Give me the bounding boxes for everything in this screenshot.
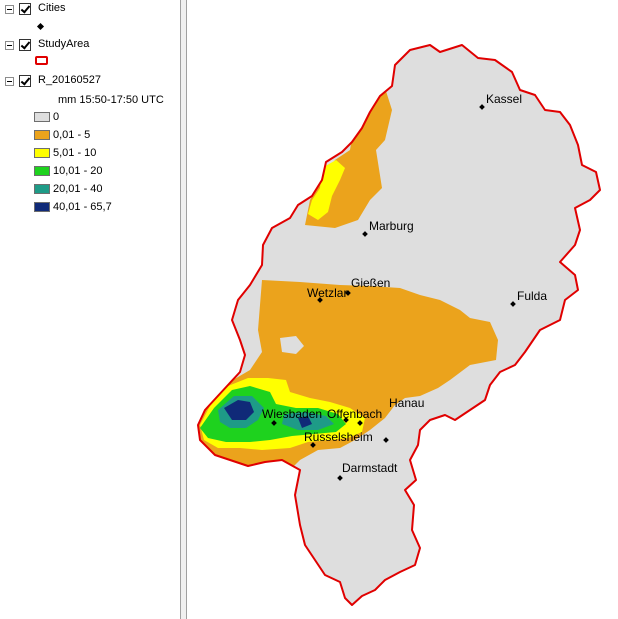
city-marburg[interactable]: Marburg xyxy=(362,219,414,237)
city-hanau[interactable]: Hanau xyxy=(383,396,424,443)
city-point-icon xyxy=(317,297,323,303)
studyarea-outline-symbol xyxy=(35,56,48,65)
city-label: Wetzlar xyxy=(307,286,347,300)
city-point-icon xyxy=(362,231,368,237)
layer-studyarea[interactable]: StudyArea xyxy=(0,38,180,54)
city-point-symbol xyxy=(36,22,45,31)
legend-label: 40,01 - 65,7 xyxy=(53,201,112,213)
raster-field-label: mm 15:50-17:50 UTC xyxy=(58,94,164,106)
layer-name[interactable]: R_20160527 xyxy=(38,74,102,86)
city-label: Darmstadt xyxy=(342,461,398,475)
layer-visibility-checkbox[interactable] xyxy=(19,39,31,51)
rain-class-40-65 xyxy=(224,400,254,420)
city-offenbach[interactable]: Offenbach xyxy=(327,407,382,423)
map-view[interactable]: Kassel Marburg Gießen Wetzlar Fulda Hana… xyxy=(187,0,618,619)
city-point-icon xyxy=(310,442,316,448)
rainfall-raster xyxy=(198,88,498,470)
legend-label: 0 xyxy=(53,111,60,123)
city-label: Wiesbaden xyxy=(262,407,322,421)
city-label: Rüsselsheim xyxy=(304,430,373,444)
layer-visibility-checkbox[interactable] xyxy=(19,3,31,15)
layer-rainfall-raster[interactable]: R_20160527 xyxy=(0,74,180,90)
table-of-contents: Cities StudyArea R_20160527 mm 15:50-17:… xyxy=(0,0,180,619)
city-label: Hanau xyxy=(389,396,424,410)
city-label: Fulda xyxy=(517,289,547,303)
legend-swatch xyxy=(34,202,50,212)
legend-class: 40,01 - 65,7 xyxy=(34,201,174,214)
legend-label: 20,01 - 40 xyxy=(53,183,103,195)
city-wetzlar[interactable]: Wetzlar xyxy=(307,286,347,303)
layer-name[interactable]: StudyArea xyxy=(38,38,90,50)
legend-swatch xyxy=(34,112,50,122)
rain-class-0-hole xyxy=(280,336,304,354)
legend-label: 10,01 - 20 xyxy=(53,165,103,177)
legend-class: 0,01 - 5 xyxy=(34,129,174,142)
legend-label: 5,01 - 10 xyxy=(53,147,97,159)
collapse-toggle[interactable] xyxy=(5,77,14,86)
city-giessen[interactable]: Gießen xyxy=(345,276,390,296)
layer-name[interactable]: Cities xyxy=(38,2,66,14)
legend-swatch xyxy=(34,148,50,158)
city-ruesselsheim[interactable]: Rüsselsheim xyxy=(304,430,373,448)
city-point-icon xyxy=(345,290,351,296)
legend-class: 20,01 - 40 xyxy=(34,183,174,196)
city-label: Offenbach xyxy=(327,407,382,421)
city-label: Kassel xyxy=(486,92,522,106)
legend-class: 5,01 - 10 xyxy=(34,147,174,160)
legend-class: 10,01 - 20 xyxy=(34,165,174,178)
city-point-icon xyxy=(479,104,485,110)
city-label: Gießen xyxy=(351,276,390,290)
legend-label: 0,01 - 5 xyxy=(53,129,91,141)
city-wiesbaden[interactable]: Wiesbaden xyxy=(262,407,322,426)
legend-swatch xyxy=(34,166,50,176)
layer-visibility-checkbox[interactable] xyxy=(19,75,31,87)
city-point-icon xyxy=(383,437,389,443)
city-fulda[interactable]: Fulda xyxy=(510,289,547,307)
legend-swatch xyxy=(34,130,50,140)
collapse-toggle[interactable] xyxy=(5,5,14,14)
map-canvas[interactable]: Kassel Marburg Gießen Wetzlar Fulda Hana… xyxy=(187,0,618,619)
city-point-icon xyxy=(271,420,277,426)
rain-class-40-65 xyxy=(298,416,312,428)
city-point-icon xyxy=(343,417,349,423)
city-point-icon xyxy=(337,475,343,481)
city-kassel[interactable]: Kassel xyxy=(479,92,522,110)
legend-class: 0 xyxy=(34,111,174,124)
rain-class-5-10 xyxy=(308,160,345,220)
city-label: Marburg xyxy=(369,219,414,233)
layer-cities[interactable]: Cities xyxy=(0,2,180,18)
city-point-icon xyxy=(510,301,516,307)
city-darmstadt[interactable]: Darmstadt xyxy=(337,461,398,481)
collapse-toggle[interactable] xyxy=(5,41,14,50)
legend-swatch xyxy=(34,184,50,194)
study-area-boundary xyxy=(197,44,601,606)
panel-splitter[interactable] xyxy=(180,0,187,619)
city-point-icon xyxy=(357,420,363,426)
